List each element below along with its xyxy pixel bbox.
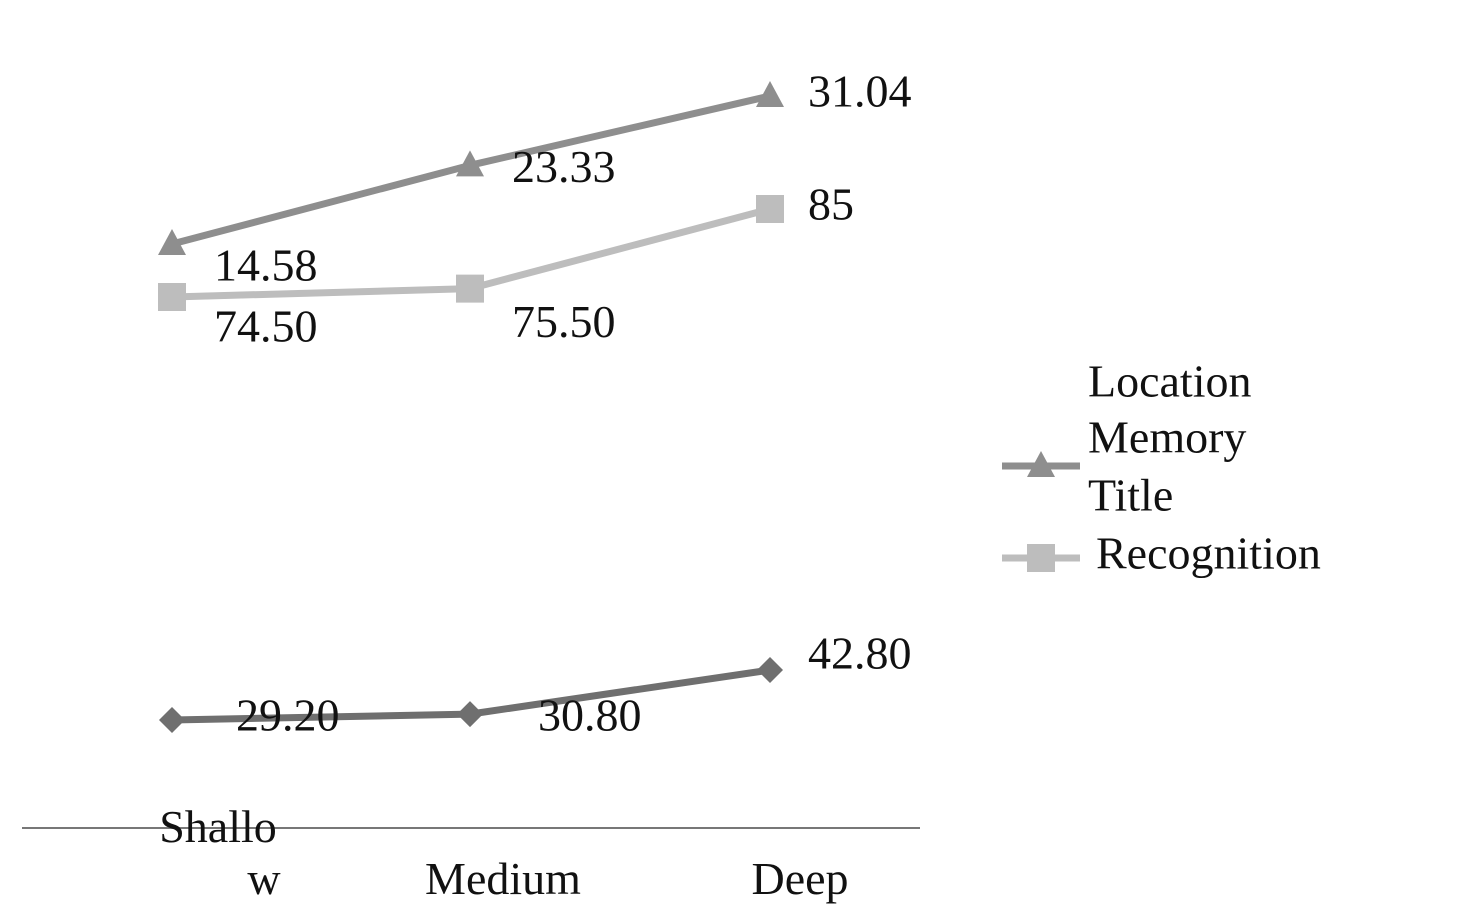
legend-key-marker-1 bbox=[1027, 451, 1055, 477]
series-2-point-1 bbox=[158, 283, 186, 311]
data-label-s3-p2: 30.80 bbox=[538, 690, 642, 741]
legend-label-2-line-1: Title bbox=[1088, 470, 1173, 521]
series-1-point-1 bbox=[158, 229, 186, 255]
legend-label-1-line-1: Location bbox=[1088, 356, 1252, 407]
series-2-point-3 bbox=[756, 195, 784, 223]
series-3-point-1 bbox=[159, 707, 185, 733]
data-label-s3-p3: 42.80 bbox=[808, 628, 912, 679]
series-3-point-3 bbox=[757, 657, 783, 683]
x-tick-label-1: Shallo w bbox=[159, 801, 281, 904]
data-label-s1-p3: 31.04 bbox=[808, 66, 912, 117]
data-label-layer: 14.58 23.33 31.04 74.50 75.50 85 29.20 30.80 42.… bbox=[214, 66, 912, 741]
x-tick-label-3: Deep bbox=[751, 853, 848, 904]
x-tick-label-2: Medium bbox=[425, 853, 581, 904]
data-label-s2-p2: 75.50 bbox=[512, 296, 616, 347]
data-label-s2-p1: 74.50 bbox=[214, 301, 318, 352]
series-3-point-2 bbox=[457, 701, 483, 728]
data-label-s1-p2: 23.33 bbox=[512, 141, 616, 192]
legend-key-marker-2 bbox=[1027, 544, 1055, 572]
series-layer bbox=[158, 81, 784, 733]
legend-label-1-line-2: Memory bbox=[1088, 412, 1246, 463]
data-label-s3-p1: 29.20 bbox=[236, 690, 340, 741]
x-tick-label-2-line-1: Medium bbox=[425, 853, 581, 904]
data-label-s2-p3: 85 bbox=[808, 179, 854, 230]
x-tick-label-1-line-2: w bbox=[247, 853, 281, 904]
x-tick-label-3-line-1: Deep bbox=[751, 853, 848, 904]
data-label-s1-p1: 14.58 bbox=[214, 240, 318, 291]
series-2-point-2 bbox=[456, 274, 484, 303]
x-tick-layer: Shallo w Medium Deep bbox=[159, 801, 848, 904]
series-1-point-3 bbox=[756, 81, 784, 107]
legend-label-2-line-2: Recognition bbox=[1096, 528, 1321, 579]
x-tick-label-1-line-1: Shallo bbox=[159, 801, 277, 852]
series-1-point-2 bbox=[456, 150, 484, 177]
